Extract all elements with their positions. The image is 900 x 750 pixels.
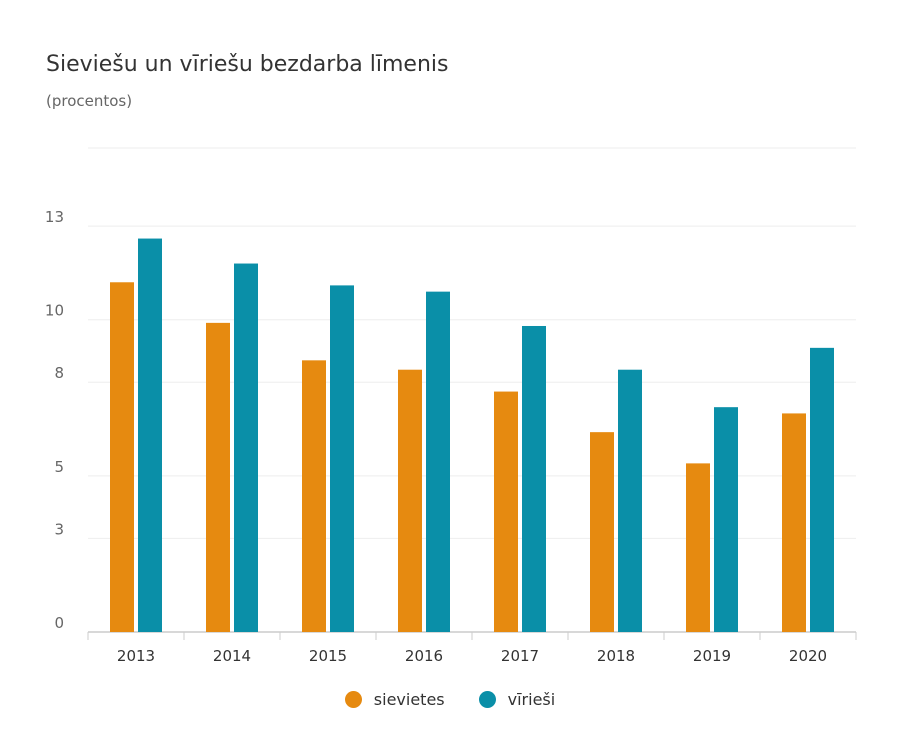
x-tick-label: 2017 [501,647,539,665]
x-tick-label: 2019 [693,647,731,665]
bar [138,238,162,632]
bar [522,325,546,632]
legend-label-sievietes: sievietes [373,690,445,709]
legend-label-virieSi: vīrieši [507,690,556,709]
legend-marker-icon [344,691,362,708]
legend-marker-icon [478,691,496,708]
legend-item-sievietes[interactable]: sievietes [344,690,445,709]
legend-item-virieSi[interactable]: vīrieši [478,690,556,709]
x-tick-label: 2015 [309,647,347,665]
bar [494,391,518,632]
y-tick-label: 5 [54,458,64,476]
x-tick-label: 2014 [213,647,251,665]
y-tick-label: 13 [45,208,64,226]
x-tick-label: 2016 [405,647,443,665]
y-tick-label: 8 [54,364,64,382]
bar [234,263,258,632]
bar [206,322,230,632]
bar [330,285,354,632]
y-tick-label: 0 [54,614,64,632]
x-tick-label: 2018 [597,647,635,665]
bar [302,360,326,632]
bar [686,463,710,632]
legend: sievietes vīrieši [0,690,900,709]
bar [110,282,134,632]
bar [398,369,422,632]
bar [590,432,614,632]
bar [714,407,738,632]
bar [426,291,450,632]
x-tick-label: 2013 [117,647,155,665]
bar [618,369,642,632]
chart-title: Sieviešu un vīriešu bezdarba līmenis [46,52,449,77]
y-tick-label: 10 [45,302,64,320]
bar-chart: 0 3 5 8 10 13 2013 2014 2015 2016 2017 2018 2019 2020 [45,147,857,665]
x-tick-label: 2020 [789,647,827,665]
bar [810,347,834,632]
bar [782,413,806,632]
chart-subtitle: (procentos) [46,92,133,110]
y-tick-label: 3 [54,520,64,538]
